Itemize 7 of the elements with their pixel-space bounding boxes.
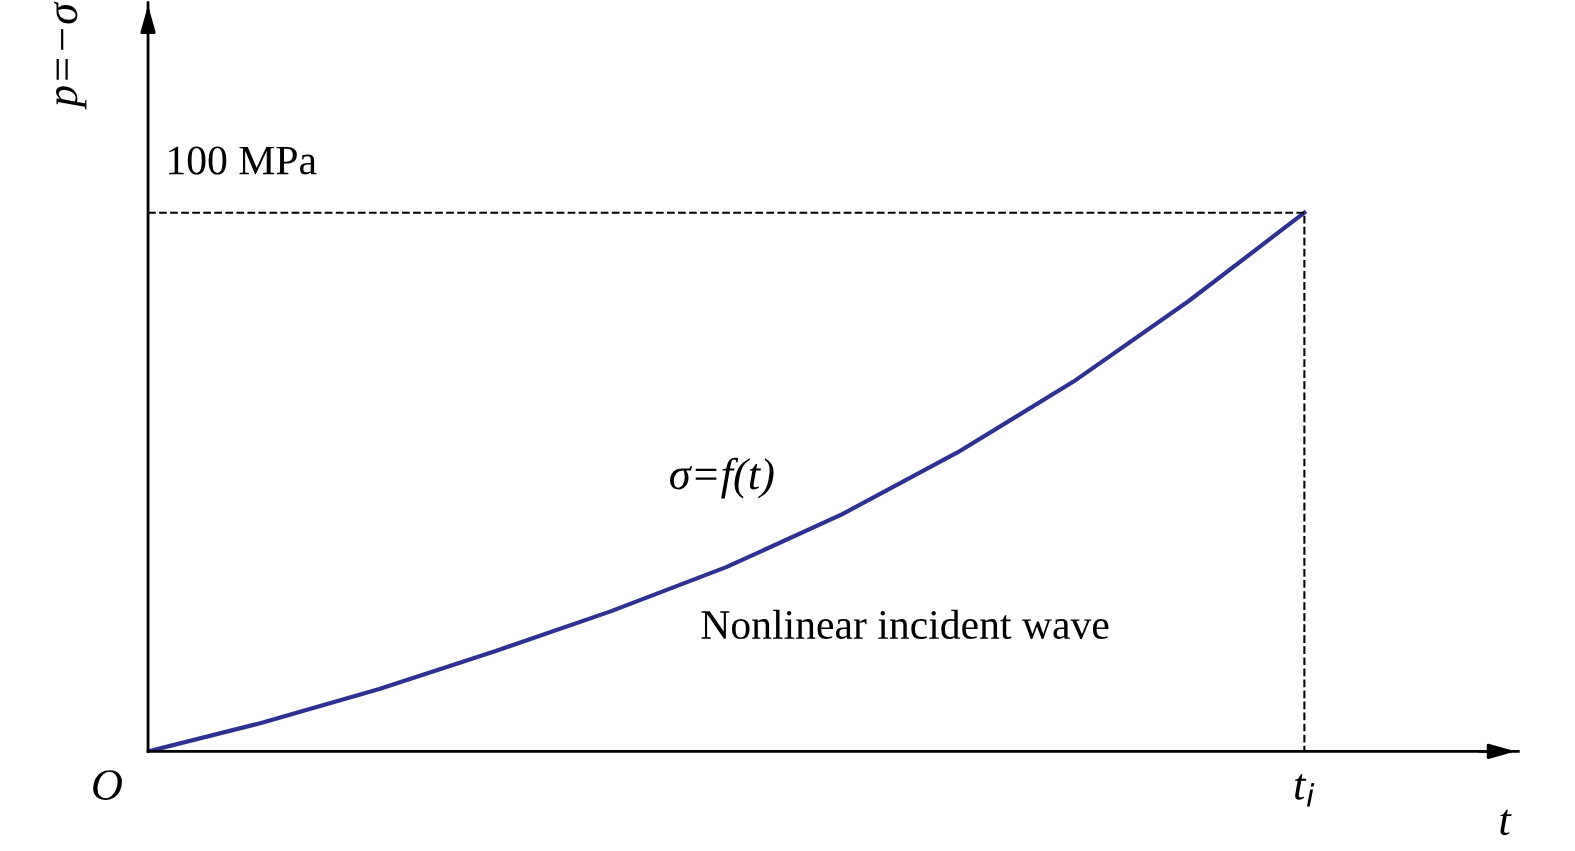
x-axis-title: t [1500, 809, 1512, 836]
annotation: Nonlinear incident wave [701, 609, 1109, 640]
annotation: σ=f(t) [670, 457, 774, 499]
text: O [93, 770, 122, 800]
ref-line-label: 100 MPa [169, 146, 317, 175]
y-axis-title: p=−σ [54, 1, 87, 110]
text: t$_{i}$ [1295, 774, 1315, 807]
